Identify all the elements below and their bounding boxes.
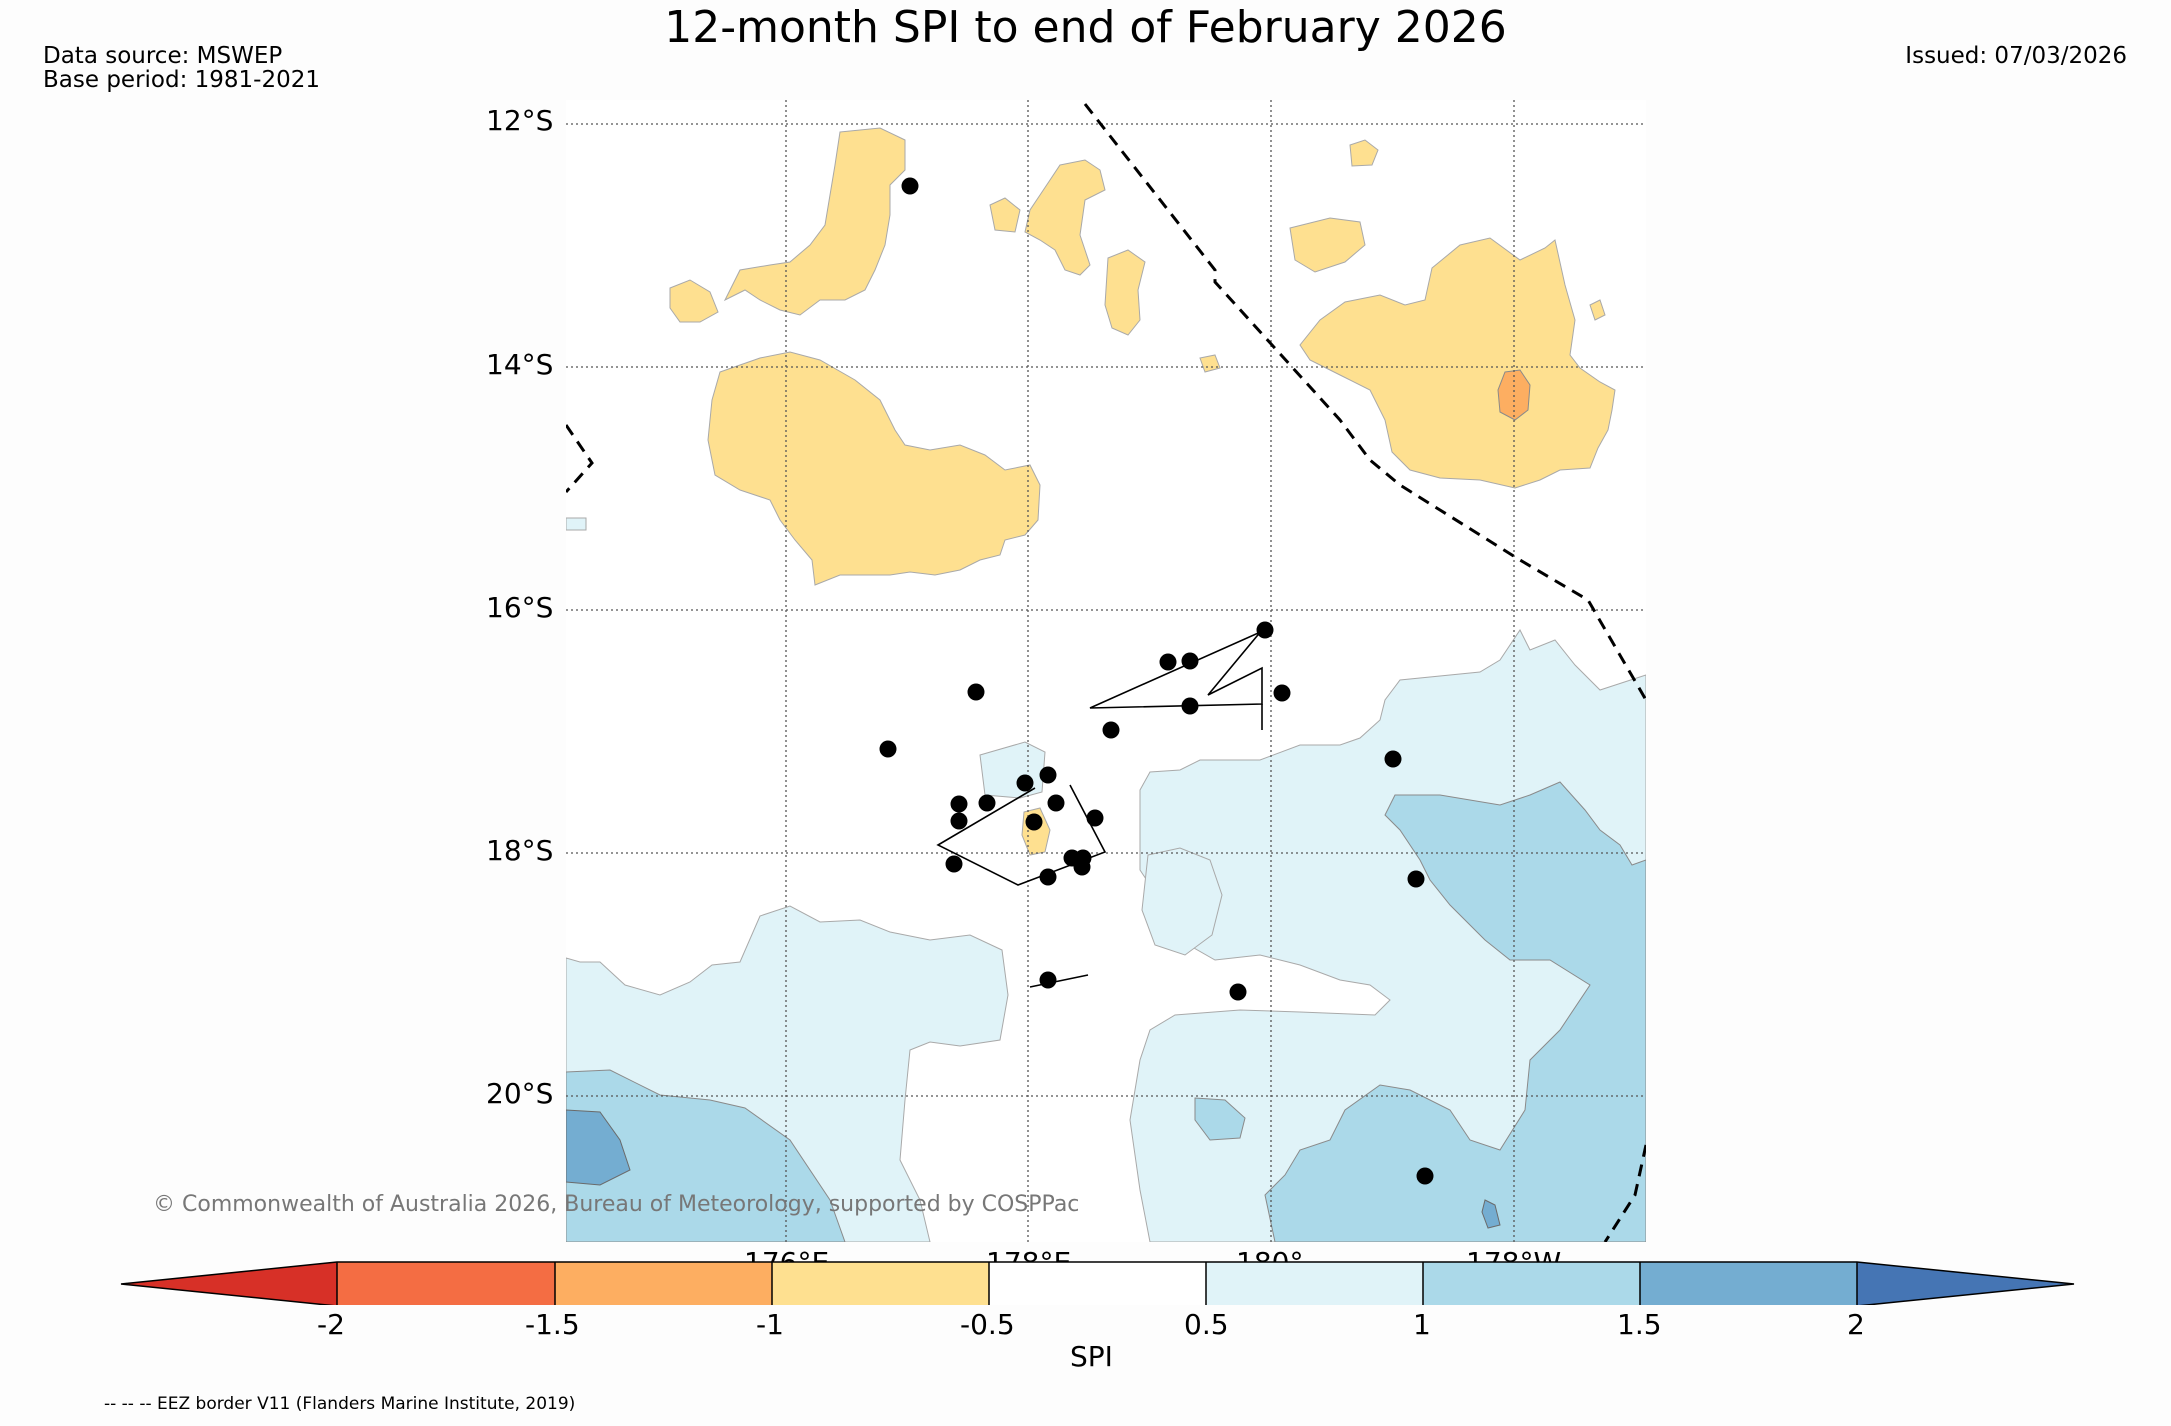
spi-region-dry-east-large bbox=[1299, 237, 1616, 489]
colorbar-segment-3 bbox=[772, 1262, 989, 1305]
colorbar-tick-1-5: 1.5 bbox=[1617, 1308, 1662, 1341]
colorbar-tick-minus-2: -2 bbox=[317, 1308, 345, 1341]
colorbar-tick-2: 2 bbox=[1847, 1308, 1865, 1341]
island-outlines bbox=[936, 629, 1266, 988]
colorbar-segment-7 bbox=[1640, 1262, 1857, 1305]
base-period: Base period: 1981-2021 bbox=[43, 67, 321, 93]
lat-label-16s: 16°S bbox=[486, 591, 554, 624]
spi-map bbox=[566, 100, 1646, 1242]
lat-label-12s: 12°S bbox=[486, 104, 554, 137]
lat-label-20s: 20°S bbox=[486, 1077, 554, 1110]
colorbar-tick-0-5: 0.5 bbox=[1184, 1308, 1229, 1341]
map-title: 12-month SPI to end of February 2026 bbox=[664, 2, 1507, 53]
spi-region-dry-north-1 bbox=[723, 127, 906, 316]
spi-region-dark-blue-west bbox=[566, 1109, 631, 1186]
eez-border bbox=[566, 103, 1646, 1242]
spi-region-dry-north-2 bbox=[669, 279, 719, 323]
colorbar-tick-minus-0-5: -0.5 bbox=[960, 1308, 1015, 1341]
colorbar-extend-high bbox=[1857, 1262, 2074, 1305]
spi-region-dry-north-6 bbox=[1289, 217, 1366, 273]
eez-legend: -- -- -- EEZ border V11 (Flanders Marine… bbox=[104, 1394, 576, 1414]
colorbar-segment-2 bbox=[555, 1262, 772, 1305]
spi-region-blue-southwest bbox=[566, 1069, 846, 1242]
spi-region-blue-east bbox=[1264, 781, 1646, 1242]
colorbar-tick-minus-1: -1 bbox=[756, 1308, 784, 1341]
data-source: Data source: MSWEP bbox=[43, 43, 283, 69]
spi-region-light-blue-islet-3 bbox=[566, 517, 587, 531]
lat-label-14s: 14°S bbox=[486, 348, 554, 381]
graticule bbox=[566, 100, 1646, 1242]
spi-region-dry-west-large bbox=[707, 351, 1041, 586]
colorbar bbox=[120, 1261, 2075, 1305]
spi-region-light-blue-east bbox=[1129, 629, 1646, 1242]
spi-region-blue-islet bbox=[1194, 1097, 1246, 1141]
colorbar-segment-6 bbox=[1423, 1262, 1640, 1305]
spi-region-dry-north-3 bbox=[1024, 159, 1106, 276]
spi-region-dry-north-5 bbox=[1104, 249, 1146, 336]
colorbar-label: SPI bbox=[1070, 1340, 1113, 1373]
spi-region-dry-small-2 bbox=[1199, 354, 1221, 373]
spi-region-light-blue-islet-2 bbox=[1141, 847, 1223, 956]
colorbar-extend-low bbox=[121, 1262, 337, 1305]
colorbar-segment-5 bbox=[1206, 1262, 1423, 1305]
spi-region-dry-small-1 bbox=[989, 197, 1021, 233]
copyright-notice: © Commonwealth of Australia 2026, Bureau… bbox=[153, 1192, 1080, 1217]
lat-label-18s: 18°S bbox=[486, 834, 554, 867]
colorbar-segment-1 bbox=[337, 1262, 555, 1305]
stations bbox=[879, 177, 1434, 1185]
spi-region-dry-small-3 bbox=[1589, 299, 1606, 321]
colorbar-tick-1: 1 bbox=[1413, 1308, 1431, 1341]
spi-region-dark-blue-east bbox=[1481, 1199, 1501, 1229]
colorbar-tick-minus-1-5: -1.5 bbox=[525, 1308, 580, 1341]
colorbar-segment-4 bbox=[989, 1262, 1206, 1305]
issued-date: Issued: 07/03/2026 bbox=[1905, 43, 2127, 69]
spi-region-dry-north-7 bbox=[1349, 139, 1379, 167]
